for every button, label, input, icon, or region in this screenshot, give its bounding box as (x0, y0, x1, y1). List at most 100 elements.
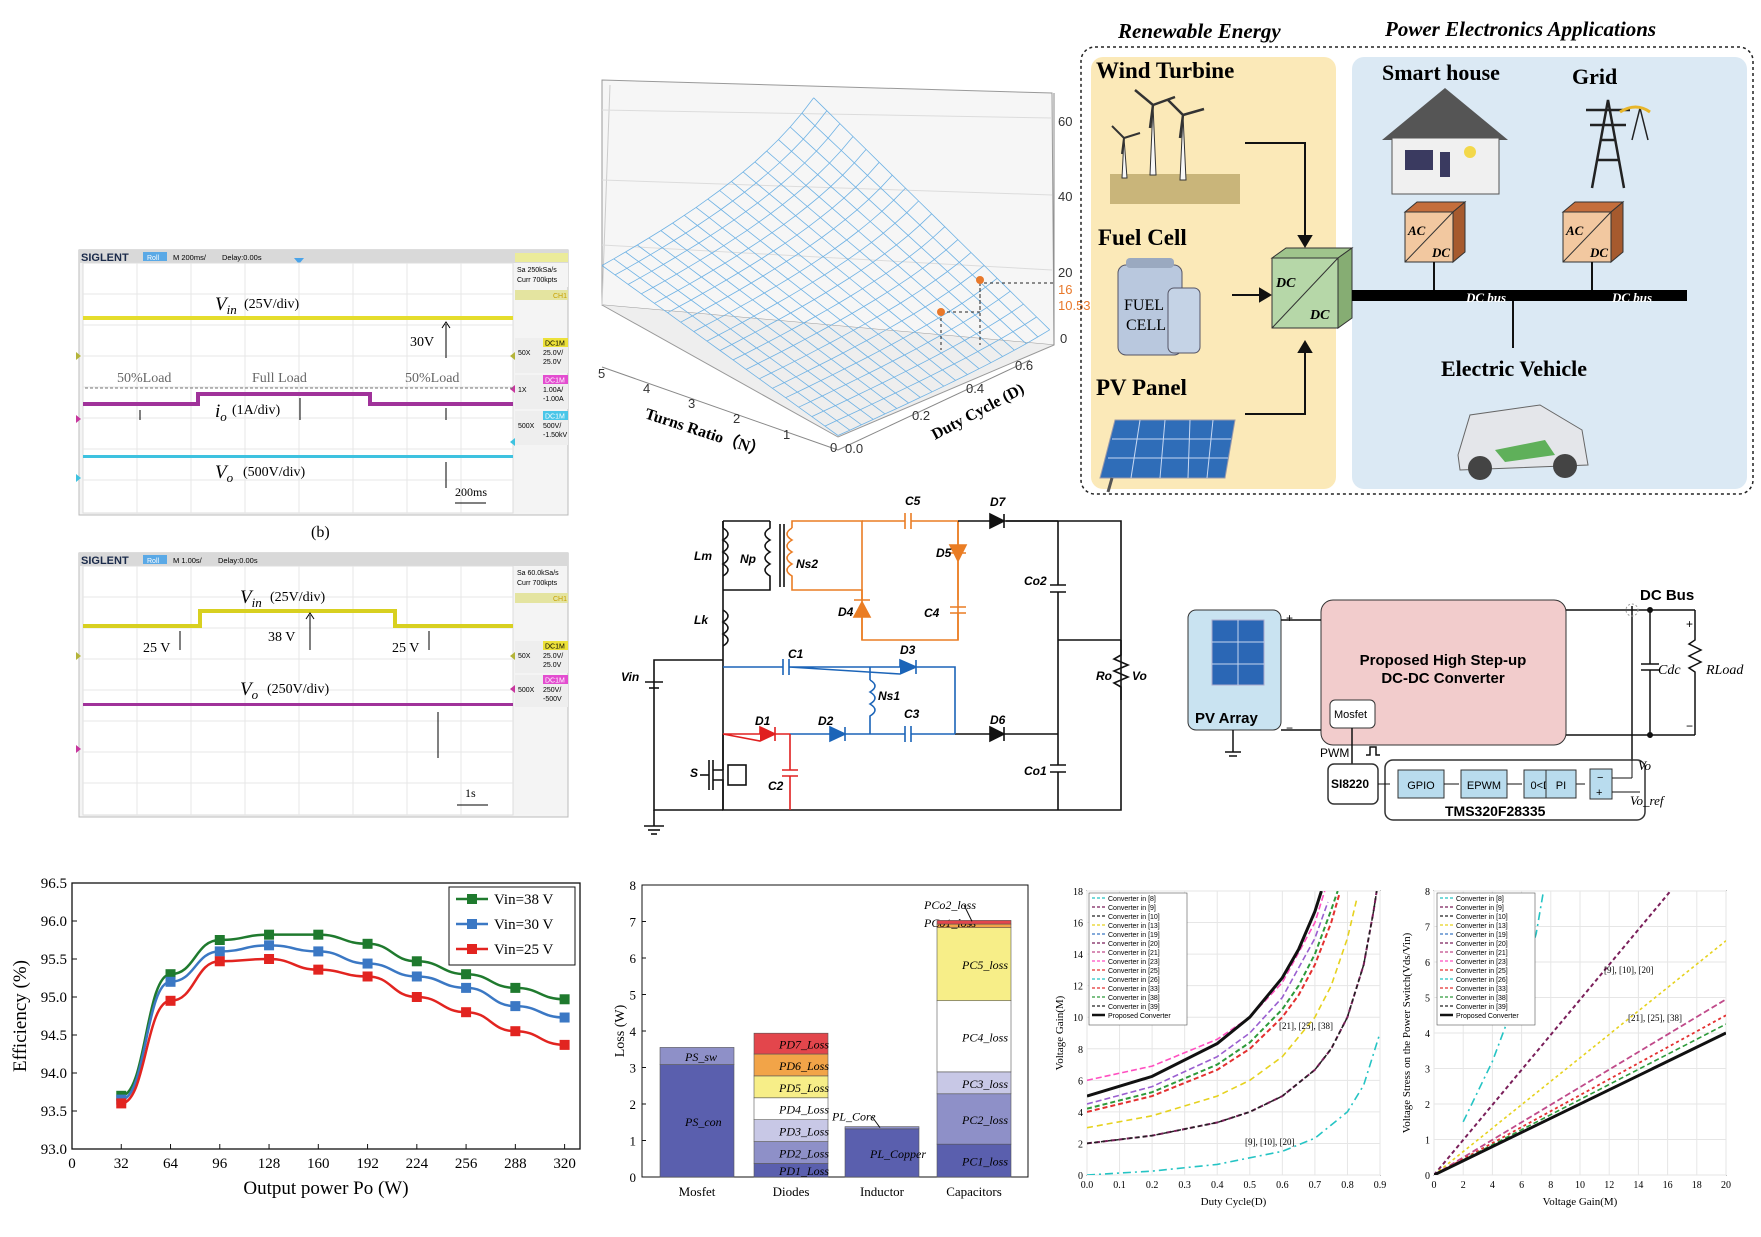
mcu-block (1397, 769, 1445, 799)
gain-legend-label: Converter in [9] (1108, 905, 1156, 912)
mesh-line-v (778, 139, 1015, 351)
loss-bar-segment (844, 1128, 920, 1178)
scope2-mode: Roll (147, 558, 160, 565)
circuit-label-c1: C1 (788, 647, 804, 661)
efficiency-point (411, 956, 422, 967)
efficiency-point (510, 1026, 521, 1037)
circuit-label-ro: Ro (1096, 669, 1112, 683)
efficiency-point (362, 938, 373, 949)
efficiency-y-tick-label: 95.0 (41, 990, 67, 1006)
wind-turbine-icon (1110, 89, 1240, 204)
efficiency-point (264, 954, 275, 964)
loss-y-tick-label: 0 (630, 1170, 637, 1185)
circuit-label-d4: D4 (838, 605, 854, 619)
z-tick-20: 20 (1058, 265, 1072, 280)
efficiency-point (559, 1012, 570, 1023)
stress-x-tick-label: 14 (1633, 1180, 1643, 1191)
loss-segment-label: PD1_Loss (778, 1164, 829, 1178)
loss-segment-label: PD4_Loss (778, 1103, 829, 1117)
loss-segment-label: PC2_loss (961, 1113, 1008, 1127)
ev-label: Electric Vehicle (1441, 356, 1587, 381)
loss-bar-segment (936, 927, 1012, 1002)
efficiency-legend-marker (467, 944, 477, 954)
circuit-label-d7: D7 (990, 495, 1007, 509)
stress-legend-label: Converter in [33] (1456, 986, 1508, 993)
surface-plot-3d: 60 40 20 0 16 10.53 5 4 3 2 1 0 0.0 0.2 … (598, 79, 1091, 460)
stress-legend-label: Proposed Converter (1456, 1013, 1519, 1020)
efficiency-point (362, 958, 373, 969)
stress-y-tick-label: 1 (1425, 1136, 1430, 1147)
gain-y-tick-label: 18 (1073, 887, 1083, 898)
efficiency-x-tick-label: 192 (356, 1156, 379, 1172)
scope2-ch2-probe: 500X (518, 687, 535, 694)
gain-y-tick-label: 12 (1073, 982, 1083, 993)
gain-legend-label: Converter in [33] (1108, 986, 1160, 993)
circuit-label-c4: C4 (924, 606, 940, 620)
loss-segment-label: PD5_Loss (778, 1081, 829, 1095)
house-conv-ac: AC (1407, 223, 1426, 238)
efficiency-point (461, 982, 472, 993)
circuit-label-d1: D1 (755, 714, 771, 728)
pv-array-icon (1211, 619, 1265, 686)
efficiency-y-tick-label: 96.5 (41, 876, 67, 892)
loss-segment-label: PC5_loss (961, 958, 1008, 972)
applications-diagram: Renewable Energy Power Electronics Appli… (1080, 17, 1754, 495)
scope1-ch2-offset: -1.00A (543, 396, 564, 403)
mesh-line-u (811, 303, 1024, 417)
stress-x-axis-label: Voltage Gain(M) (1543, 1196, 1618, 1208)
gain-legend-label: Converter in [10] (1108, 914, 1160, 921)
electric-vehicle-icon (1457, 404, 1589, 480)
renewable-title: Renewable Energy (1117, 19, 1281, 43)
stress-y-tick-label: 4 (1425, 1029, 1430, 1040)
dc-bus-label-2: DC bus (1611, 290, 1652, 305)
circuit-label-lm: Lm (694, 549, 712, 563)
gain-x-axis-label: Duty Cycle(D) (1201, 1196, 1267, 1208)
scope2-25v-a: 25 V (143, 641, 170, 656)
gain-legend-label: Converter in [19] (1108, 932, 1160, 939)
loss-callout-line (871, 1116, 881, 1128)
efficiency-x-tick-label: 320 (553, 1156, 576, 1172)
z-tick-16: 16 (1058, 282, 1072, 297)
scope2-vin-label: (25V/div) (270, 590, 326, 605)
stress-y-tick-label: 0 (1425, 1171, 1430, 1182)
circuit-label-c3: C3 (904, 707, 920, 721)
gain-x-tick-label: 0.8 (1341, 1180, 1354, 1191)
efficiency-chart: 0 32 64 96 128 160 192 224 256 288 320 93.0 93.5 94.0… (10, 876, 581, 1199)
scope1-ch2-scale: 1.00A/ (543, 387, 563, 394)
scope1-load-1: 50%Load (117, 371, 171, 386)
house-conv-dc: DC (1431, 245, 1450, 260)
scope2-delay: Delay:0.00s (218, 556, 258, 565)
stress-x-tick-label: 18 (1692, 1180, 1702, 1191)
fuel-cell-text-1: FUEL (1124, 297, 1164, 314)
svg-text:−: − (1286, 721, 1293, 735)
x-tick-1: 1 (783, 427, 790, 442)
scope2-ch2-coupling: DC1M (545, 678, 565, 685)
loss-bar-segment (936, 1143, 1012, 1178)
highlight-point-2 (976, 276, 984, 284)
gain-y-tick-label: 8 (1078, 1045, 1083, 1056)
svg-text:−: − (1597, 772, 1603, 784)
stress-y-tick-label: 3 (1425, 1065, 1430, 1076)
scope2-vo-trace (83, 703, 513, 706)
stress-series-line (1434, 1023, 1726, 1175)
efficiency-legend-marker (467, 919, 477, 929)
mcu-blocks: GPIOEPWM0<D<1PI (1397, 769, 1585, 799)
stress-annotation: [21], [25], [38] (1628, 1013, 1682, 1023)
mcu-block (1545, 769, 1577, 799)
loss-segment-label: PS_sw (684, 1050, 717, 1064)
loss-y-tick-label: 8 (630, 878, 637, 893)
scope1-ch3-offset: -1.50kV (543, 432, 567, 439)
scope2-vo-label: (250V/div) (267, 682, 330, 697)
wind-label: Wind Turbine (1096, 58, 1234, 83)
gain-series-line (1087, 897, 1358, 1129)
scope1-ch3-probe: 500X (518, 423, 535, 430)
fuel-cell-text-2: CELL (1126, 317, 1166, 334)
loss-bar-segment (936, 920, 1012, 925)
scope1-mode: Roll (147, 255, 160, 262)
loss-breakdown-chart: 0 1 2 3 4 5 6 7 8 Loss (W) Mosfet PS_con PS_sw Diodes… (613, 878, 1029, 1199)
mcu-label: TMS320F28335 (1445, 803, 1546, 819)
circuit-label-d6: D6 (990, 713, 1006, 727)
mesh-line-u (824, 316, 1037, 427)
